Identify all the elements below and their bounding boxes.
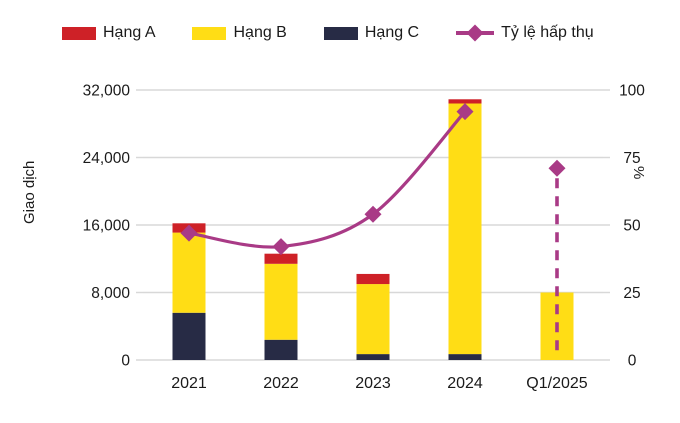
- legend-label-hang-c: Hạng C: [364, 24, 420, 41]
- absorption-marker: [364, 205, 382, 223]
- bar-segment-hạng-b-2022: [264, 263, 298, 340]
- x-tick-label: 2023: [355, 375, 391, 392]
- right-axis-title: %: [630, 166, 647, 180]
- absorption-curve: [187, 110, 467, 249]
- right-y-tick-label: 25: [623, 285, 640, 302]
- bar-segment-hạng-c-2021: [172, 312, 206, 360]
- x-tick-label: 2024: [447, 375, 483, 392]
- bar-segment-hạng-b-2024: [448, 103, 482, 355]
- absorption-marker: [180, 224, 198, 242]
- legend-item-absorption-rate: Tỷ lệ hấp thụ: [456, 24, 594, 42]
- legend: Hạng A Hạng B Hạng C Tỷ lệ hấp thụ: [62, 24, 594, 42]
- right-y-tick-label: 50: [623, 218, 641, 235]
- absorption-marker: [272, 238, 290, 256]
- x-tick-label: 2022: [263, 375, 299, 392]
- left-y-tick-label: 16,000: [83, 218, 131, 235]
- legend-item-hang-b: Hạng B: [192, 24, 287, 42]
- absorption-marker: [456, 103, 474, 121]
- legend-label-hang-b: Hạng B: [233, 24, 287, 41]
- right-y-tick-label: 100: [619, 83, 645, 100]
- left-y-tick-label: 32,000: [83, 83, 131, 100]
- bar-segment-hạng-c-2024: [448, 354, 482, 360]
- legend-label-hang-a: Hạng A: [103, 24, 156, 41]
- bar-segment-hạng-a-2024: [448, 99, 482, 104]
- bar-segment-hạng-b-2023: [356, 284, 390, 355]
- left-y-tick-label: 0: [121, 353, 130, 370]
- hang-a-color-swatch-icon: [62, 26, 96, 40]
- absorption-marker: [548, 159, 566, 177]
- bar-segment-hạng-a-2023: [356, 273, 390, 285]
- bar-segment-hạng-a-2022: [264, 253, 298, 264]
- bar-segment-hạng-b-2021: [172, 232, 206, 313]
- absorption-line-diamond-icon: [456, 24, 495, 42]
- legend-label-absorption-rate: Tỷ lệ hấp thụ: [501, 24, 594, 41]
- left-y-tick-label: 24,000: [83, 150, 131, 167]
- legend-item-hang-a: Hạng A: [62, 24, 155, 42]
- bar-segment-hạng-c-2023: [356, 354, 390, 360]
- bar-segment-hạng-c-2022: [264, 339, 298, 360]
- right-y-tick-label: 0: [628, 353, 637, 370]
- legend-item-hang-c: Hạng C: [323, 24, 420, 42]
- right-y-tick-label: 75: [623, 150, 640, 167]
- hang-c-color-swatch-icon: [323, 26, 358, 40]
- x-tick-label: Q1/2025: [526, 375, 587, 392]
- left-y-tick-label: 8,000: [91, 285, 130, 302]
- hang-b-color-swatch-icon: [192, 26, 227, 40]
- x-tick-label: 2021: [171, 375, 207, 392]
